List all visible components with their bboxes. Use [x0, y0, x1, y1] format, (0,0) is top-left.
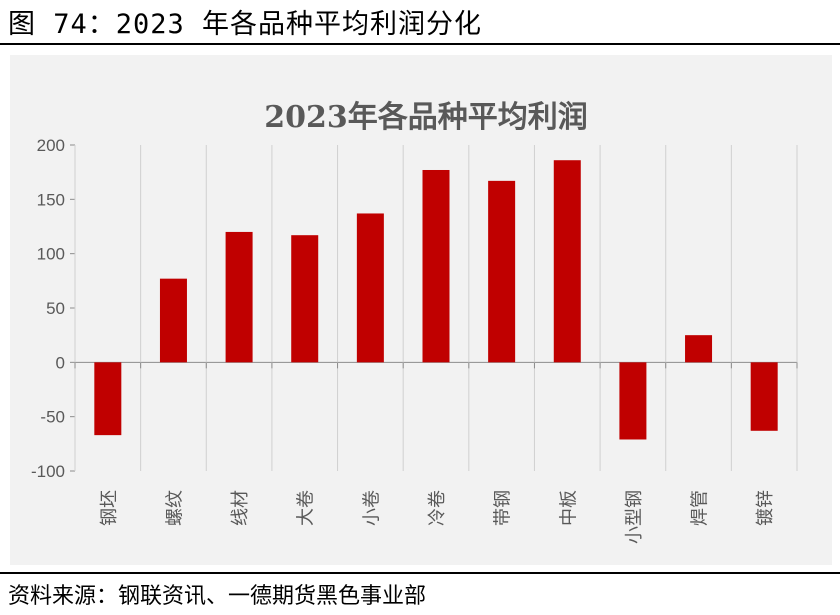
x-tick-label: 螺纹 — [164, 490, 185, 526]
bar — [422, 169, 450, 363]
bar — [356, 213, 384, 363]
y-tick-label: 50 — [46, 299, 65, 318]
y-tick-label: 0 — [56, 353, 65, 372]
source-note: 资料来源：钢联资讯、一德期货黑色事业部 — [8, 584, 427, 609]
bar — [94, 362, 122, 436]
x-tick-label: 小卷 — [361, 490, 382, 526]
x-tick-label: 冷卷 — [427, 490, 448, 526]
bar — [619, 362, 647, 440]
x-tick-label: 小型钢 — [624, 490, 645, 544]
y-tick-label: -50 — [40, 408, 65, 427]
bar — [685, 335, 713, 363]
bottom-rule — [0, 572, 840, 574]
y-tick-label: 150 — [37, 190, 65, 209]
bar — [225, 231, 253, 363]
y-tick-label: -100 — [31, 462, 65, 481]
bar — [553, 160, 581, 363]
y-tick-label: 200 — [37, 136, 65, 155]
chart-title: 2023年各品种平均利润 — [264, 100, 588, 135]
x-tick-label: 中板 — [558, 490, 579, 526]
bar-chart: 2023年各品种平均利润 -100 -50 0 50 100 150 200 钢坯 螺纹 线材 大卷 小… — [31, 100, 798, 544]
x-tick-label: 钢坯 — [99, 490, 120, 526]
x-tick-label: 线材 — [230, 490, 251, 526]
y-tick-label: 100 — [37, 245, 65, 264]
figure-caption: 图 74：2023 年各品种平均利润分化 — [8, 9, 483, 40]
bar — [750, 362, 778, 431]
chart-panel: 2023年各品种平均利润 -100 -50 0 50 100 150 200 钢坯 螺纹 线材 大卷 小… — [10, 55, 832, 565]
x-tick-label: 大卷 — [296, 490, 317, 526]
bar — [488, 180, 516, 363]
x-tick-label: 带钢 — [493, 490, 514, 526]
x-tick-label: 焊管 — [690, 490, 711, 526]
bar — [291, 235, 319, 363]
bar — [159, 278, 187, 363]
top-rule — [0, 43, 840, 45]
x-tick-label: 镀锌 — [755, 490, 776, 526]
